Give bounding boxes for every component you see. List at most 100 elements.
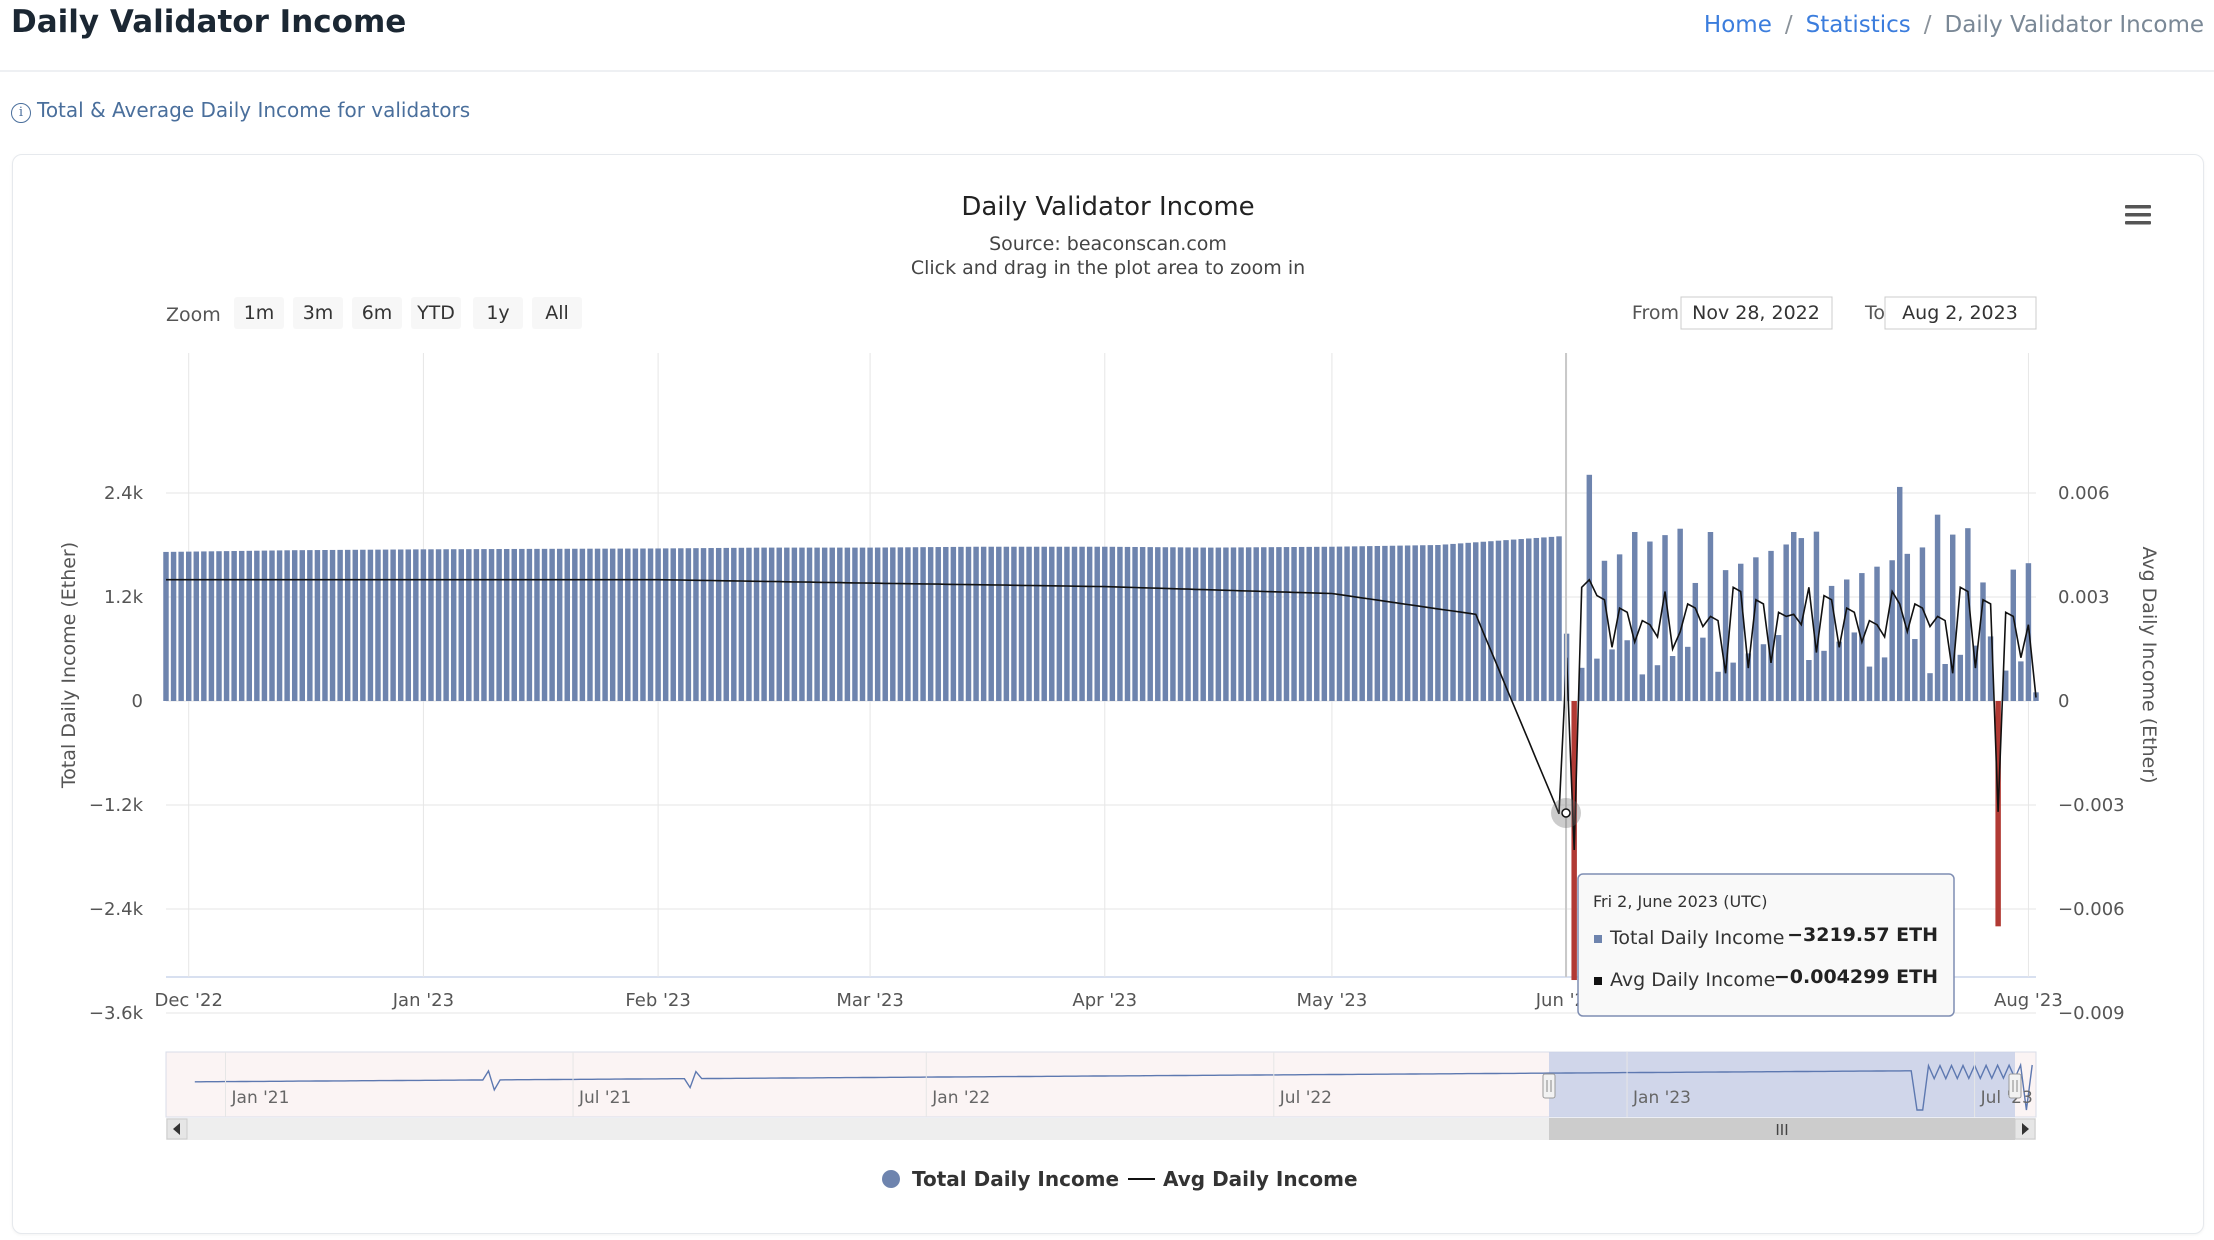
bar[interactable] [1533, 537, 1540, 701]
bar[interactable] [435, 549, 442, 701]
bar[interactable] [1813, 531, 1820, 701]
bar[interactable] [1518, 539, 1524, 701]
bar[interactable] [1344, 546, 1350, 701]
navigator-selected-range[interactable] [1549, 1052, 2015, 1117]
bar[interactable] [1102, 546, 1108, 701]
bar[interactable] [1579, 667, 1585, 701]
bar[interactable] [519, 548, 525, 701]
bar[interactable] [564, 548, 570, 701]
navigator-left-handle[interactable] [1542, 1073, 1556, 1099]
bar[interactable] [731, 547, 737, 701]
bar[interactable] [322, 550, 328, 701]
bar[interactable] [352, 549, 358, 701]
bar[interactable] [640, 548, 646, 701]
bar[interactable] [1109, 546, 1116, 701]
bar[interactable] [662, 548, 669, 701]
bar[interactable] [360, 549, 366, 701]
bar[interactable] [594, 548, 601, 701]
bar[interactable] [488, 549, 495, 701]
bar[interactable] [1760, 644, 1767, 701]
bar[interactable] [1836, 641, 1842, 701]
bar[interactable] [670, 548, 676, 701]
bar[interactable] [337, 549, 343, 701]
bar[interactable] [1049, 546, 1055, 701]
bar[interactable] [382, 549, 389, 701]
bar[interactable] [996, 546, 1002, 701]
bar[interactable] [1177, 547, 1184, 701]
bar[interactable] [806, 547, 813, 701]
bar[interactable] [1874, 566, 1880, 701]
bar[interactable] [246, 550, 252, 701]
bar[interactable] [685, 548, 692, 701]
bar[interactable] [1556, 536, 1562, 701]
bar[interactable] [1510, 539, 1517, 701]
bar[interactable] [1200, 547, 1206, 701]
bar[interactable] [1972, 645, 1979, 701]
bar[interactable] [1208, 547, 1214, 701]
bar[interactable] [367, 549, 374, 701]
bar[interactable] [1238, 547, 1244, 701]
bar[interactable] [1677, 528, 1683, 701]
bar[interactable] [1336, 546, 1343, 701]
bar[interactable] [1397, 545, 1403, 701]
bar[interactable] [723, 547, 729, 701]
bar[interactable] [1450, 543, 1456, 701]
zoom-button-all[interactable]: All [532, 297, 582, 329]
bar[interactable] [269, 550, 275, 701]
bar[interactable] [314, 550, 321, 701]
bar[interactable] [587, 548, 593, 701]
bar[interactable] [1170, 547, 1176, 701]
bar[interactable] [1783, 544, 1789, 701]
bar[interactable] [1064, 546, 1070, 701]
breadcrumb-statistics-link[interactable]: Statistics [1805, 12, 1911, 38]
bar[interactable] [307, 550, 313, 701]
bar[interactable] [1495, 540, 1502, 701]
bar[interactable] [1147, 547, 1153, 701]
bar[interactable] [1927, 673, 1933, 701]
bar[interactable] [882, 547, 888, 701]
bar[interactable] [935, 547, 941, 701]
bar[interactable] [1374, 545, 1381, 701]
bar[interactable] [163, 551, 169, 701]
bar[interactable] [700, 548, 707, 701]
bar[interactable] [413, 549, 419, 701]
bar[interactable] [1314, 546, 1320, 701]
bar[interactable] [473, 549, 480, 701]
bar[interactable] [1669, 656, 1676, 701]
bar[interactable] [1821, 650, 1827, 701]
bar[interactable] [428, 549, 434, 701]
bar[interactable] [193, 551, 200, 701]
bar[interactable] [1253, 547, 1259, 701]
bar[interactable] [1223, 547, 1229, 701]
bar[interactable] [466, 549, 472, 701]
bar[interactable] [602, 548, 608, 701]
bar[interactable] [556, 548, 563, 701]
bar[interactable] [1798, 538, 1805, 701]
bar[interactable] [1866, 666, 1873, 701]
bar[interactable] [708, 548, 714, 701]
bar[interactable] [549, 548, 555, 701]
bar[interactable] [980, 546, 987, 701]
bar[interactable] [1662, 535, 1668, 701]
legend-item-avg-daily-income[interactable]: Avg Daily Income [1128, 1167, 1358, 1191]
avg-daily-income-line[interactable] [166, 578, 2037, 851]
bar[interactable] [1987, 636, 1994, 701]
bar[interactable] [276, 550, 283, 701]
bar[interactable] [693, 548, 699, 701]
bar[interactable] [1775, 635, 1782, 701]
bar[interactable] [375, 549, 381, 701]
bar[interactable] [1942, 663, 1948, 701]
bar[interactable] [609, 548, 616, 701]
bar[interactable] [1859, 573, 1865, 701]
bar[interactable] [1473, 542, 1479, 701]
bar[interactable] [1904, 553, 1911, 701]
legend-item-total-daily-income[interactable]: Total Daily Income [882, 1167, 1119, 1191]
bar[interactable] [1056, 546, 1063, 701]
bar[interactable] [829, 547, 835, 701]
bar[interactable] [1367, 546, 1373, 701]
bar[interactable] [950, 546, 957, 701]
bar[interactable] [526, 548, 533, 701]
bar[interactable] [852, 547, 858, 701]
bar[interactable] [1435, 545, 1441, 701]
bar[interactable] [1291, 547, 1297, 701]
